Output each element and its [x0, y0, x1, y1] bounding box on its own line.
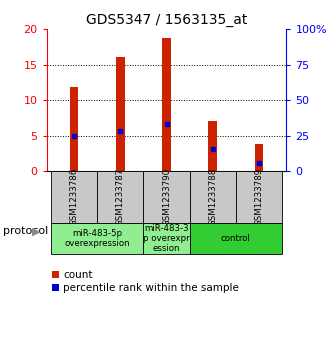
Bar — [254, 144, 263, 171]
Text: GSM1233790: GSM1233790 — [162, 168, 171, 226]
Title: GDS5347 / 1563135_at: GDS5347 / 1563135_at — [86, 13, 247, 26]
Text: GSM1233787: GSM1233787 — [116, 168, 125, 226]
FancyBboxPatch shape — [189, 171, 236, 223]
FancyBboxPatch shape — [144, 171, 189, 223]
Bar — [70, 87, 79, 171]
FancyBboxPatch shape — [189, 223, 282, 254]
Text: ▶: ▶ — [32, 226, 40, 236]
Text: GSM1233786: GSM1233786 — [70, 168, 79, 226]
FancyBboxPatch shape — [51, 223, 144, 254]
Text: miR-483-5p
overexpression: miR-483-5p overexpression — [65, 229, 130, 248]
FancyBboxPatch shape — [51, 171, 97, 223]
FancyBboxPatch shape — [97, 171, 144, 223]
Legend: count, percentile rank within the sample: count, percentile rank within the sample — [52, 270, 239, 293]
Text: GSM1233788: GSM1233788 — [208, 168, 217, 226]
Bar — [163, 38, 170, 171]
FancyBboxPatch shape — [144, 223, 189, 254]
Bar — [116, 57, 125, 171]
Text: protocol: protocol — [3, 226, 49, 236]
Text: GSM1233789: GSM1233789 — [254, 168, 263, 226]
Bar — [208, 121, 217, 171]
Text: control: control — [221, 234, 250, 243]
FancyBboxPatch shape — [236, 171, 282, 223]
Text: miR-483-3
p overexpr
ession: miR-483-3 p overexpr ession — [143, 224, 190, 253]
